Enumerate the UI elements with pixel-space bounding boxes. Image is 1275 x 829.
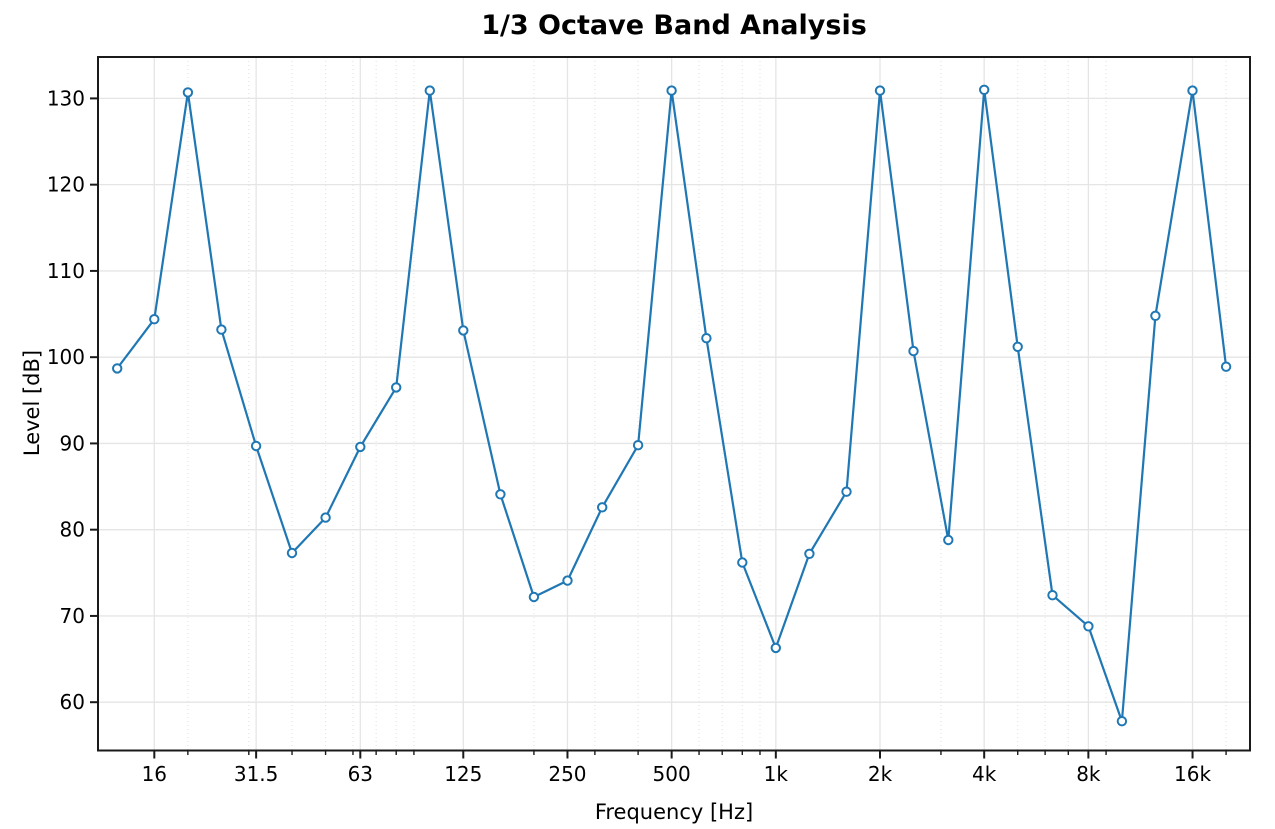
data-point-marker [424,85,435,96]
data-point-marker [908,345,919,357]
data-point-marker [737,557,748,568]
data-point-marker [286,547,298,559]
data-point-marker [320,512,331,523]
data-point-marker [979,84,990,96]
data-point-marker [1047,590,1058,601]
data-point-marker [943,534,954,546]
chart-title: 1/3 Octave Band Analysis [481,10,867,41]
x-tick-label: 2k [868,762,893,786]
data-point-marker [112,363,123,374]
y-tick-label: 110 [47,259,85,283]
y-tick-label: 60 [60,690,85,714]
data-point-marker [1187,85,1198,96]
data-point-marker [562,575,573,586]
x-tick-label: 4k [972,762,997,786]
data-point-marker [804,548,815,559]
data-point-marker [1150,310,1161,321]
x-tick-label: 125 [444,762,482,786]
x-tick-label: 8k [1076,762,1101,786]
x-tick-label: 1k [764,762,789,786]
data-point-marker [1012,341,1023,352]
data-point-marker [216,324,227,335]
x-axis-label: Frequency [Hz] [594,800,754,824]
data-point-marker [391,382,402,393]
data-point-marker [149,314,160,325]
x-tick-label: 16k [1174,762,1211,786]
data-point-marker [355,441,366,453]
x-tick-label: 500 [653,762,691,786]
data-point-marker [841,486,852,497]
data-point-marker [250,440,262,452]
x-tick-label: 63 [348,762,373,786]
data-point-marker [874,85,886,96]
data-point-marker [597,502,608,513]
y-tick-label: 100 [47,345,85,369]
y-tick-label: 80 [60,518,85,542]
x-tick-label: 31.5 [234,762,279,786]
data-point-marker [1116,716,1128,727]
data-point-marker [701,333,712,344]
data-point-marker [632,440,644,451]
data-point-marker [182,87,194,98]
data-point-marker [1083,621,1094,632]
data-point-marker [666,85,677,96]
x-tick-label: 250 [548,762,586,786]
data-point-marker [528,591,540,603]
data-point-marker [495,489,506,500]
data-point-marker [458,325,469,336]
y-tick-label: 70 [60,604,85,628]
y-tick-label: 90 [60,431,85,455]
y-tick-label: 120 [47,173,85,197]
x-tick-label: 16 [142,762,167,786]
y-axis-label: Level [dB] [20,349,44,457]
data-point-marker [1220,361,1232,372]
y-tick-label: 130 [47,86,85,110]
data-point-marker [770,642,781,654]
plot-frame [97,56,1251,752]
